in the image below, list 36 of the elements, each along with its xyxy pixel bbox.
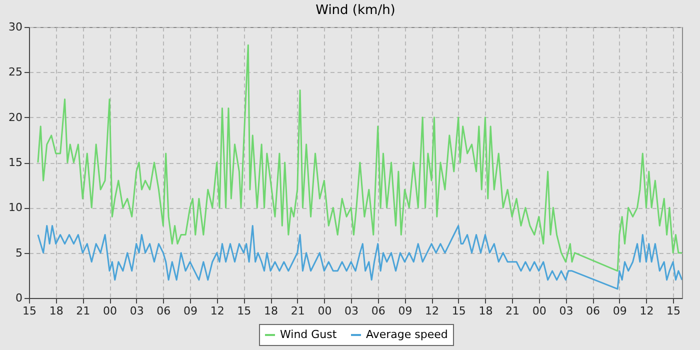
legend-label: Average speed (366, 328, 448, 341)
y-tick-label: 15 (8, 156, 22, 169)
x-tick-label: 09 (612, 304, 627, 318)
x-tick-label: 00 (103, 304, 118, 318)
y-tick-label: 5 (16, 246, 22, 260)
x-tick-label: 12 (425, 304, 440, 318)
x-tick-label: 21 (506, 304, 520, 318)
x-tick-label: 03 (559, 304, 574, 318)
x-tick-label: 12 (210, 304, 224, 318)
y-tick-label: 0 (16, 292, 22, 304)
x-tick-label: 18 (264, 304, 278, 318)
y-tick-label: 30 (8, 20, 22, 34)
x-tick-label: 06 (156, 304, 171, 318)
x-tick-label: 03 (130, 304, 144, 318)
chart-title: Wind (km/h) (316, 3, 396, 18)
y-tick-label: 10 (8, 201, 22, 214)
x-tick-label: 18 (49, 304, 64, 318)
x-tick-label: 09 (184, 304, 198, 318)
x-tick-label: 12 (640, 304, 654, 318)
line-series (37, 224, 682, 290)
x-tick-label: 15 (452, 304, 466, 318)
x-tick-label: 21 (290, 304, 305, 318)
x-tick-label: 03 (344, 304, 359, 318)
y-tick-label: 25 (8, 66, 22, 79)
x-tick-label: 21 (76, 304, 90, 318)
x-tick-label: 15 (237, 304, 252, 318)
y-tick-label: 20 (8, 110, 22, 124)
x-tick-label: 06 (371, 304, 386, 318)
x-tick-label: 00 (532, 304, 546, 318)
legend-label: Wind Gust (280, 328, 338, 341)
x-tick-label: 09 (398, 304, 412, 318)
x-tick-label: 00 (318, 304, 332, 318)
x-tick-label: 18 (478, 304, 493, 318)
x-tick-label: 15 (666, 304, 681, 318)
x-tick-label: 06 (586, 304, 600, 318)
line-series (37, 44, 682, 272)
